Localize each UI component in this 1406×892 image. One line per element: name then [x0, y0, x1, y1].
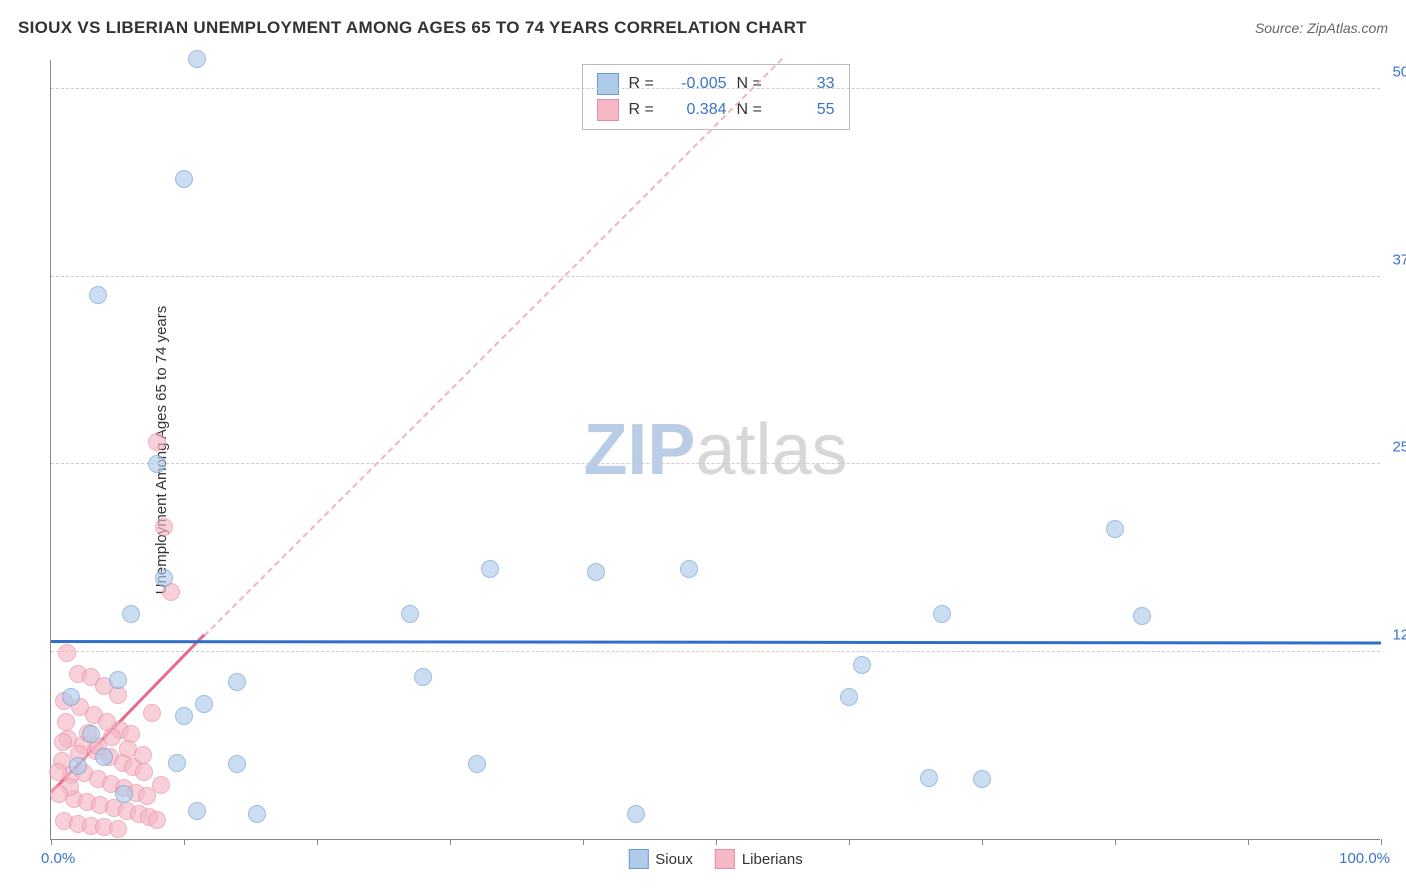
point-liberian [143, 704, 161, 722]
point-sioux [587, 563, 605, 581]
n-value-sioux: 33 [775, 75, 835, 93]
stats-row-sioux: R = -0.005 N = 33 [597, 71, 835, 97]
n-label: N = [737, 75, 765, 93]
chart-title: SIOUX VS LIBERIAN UNEMPLOYMENT AMONG AGE… [18, 18, 807, 38]
watermark: ZIPatlas [583, 409, 847, 491]
point-sioux [1133, 607, 1151, 625]
swatch-sioux [597, 73, 619, 95]
point-liberian [49, 763, 67, 781]
point-sioux [168, 754, 186, 772]
point-liberian [155, 518, 173, 536]
swatch-liberian [715, 849, 735, 869]
trend-line [51, 640, 1381, 645]
point-sioux [401, 605, 419, 623]
x-tick [184, 839, 185, 845]
legend-item-liberian: Liberians [715, 849, 803, 869]
stats-legend: R = -0.005 N = 33 R = 0.384 N = 55 [582, 64, 850, 130]
gridline [51, 651, 1380, 652]
point-sioux [414, 668, 432, 686]
point-sioux [195, 695, 213, 713]
x-tick [317, 839, 318, 845]
x-tick [450, 839, 451, 845]
point-sioux [920, 769, 938, 787]
point-sioux [69, 757, 87, 775]
point-sioux [115, 785, 133, 803]
point-sioux [82, 725, 100, 743]
legend-label-sioux: Sioux [655, 851, 693, 868]
point-liberian [50, 785, 68, 803]
x-tick [583, 839, 584, 845]
x-tick [716, 839, 717, 845]
gridline [51, 463, 1380, 464]
point-sioux [228, 755, 246, 773]
point-liberian [109, 820, 127, 838]
x-tick [849, 839, 850, 845]
r-label: R = [629, 75, 657, 93]
point-sioux [1106, 520, 1124, 538]
point-sioux [627, 805, 645, 823]
point-sioux [155, 569, 173, 587]
watermark-part-b: atlas [695, 410, 847, 490]
y-tick-label: 12.5% [1385, 626, 1406, 643]
stats-row-liberian: R = 0.384 N = 55 [597, 97, 835, 123]
x-axis-min-label: 0.0% [41, 850, 75, 867]
point-sioux [109, 671, 127, 689]
point-liberian [152, 776, 170, 794]
point-sioux [122, 605, 140, 623]
point-sioux [175, 170, 193, 188]
point-sioux [62, 688, 80, 706]
point-sioux [188, 50, 206, 68]
point-sioux [148, 455, 166, 473]
r-value-liberian: 0.384 [667, 101, 727, 119]
point-liberian [134, 746, 152, 764]
r-label: R = [629, 101, 657, 119]
point-sioux [680, 560, 698, 578]
y-tick-label: 37.5% [1385, 251, 1406, 268]
point-liberian [148, 433, 166, 451]
trend-line [203, 57, 783, 636]
swatch-sioux [628, 849, 648, 869]
source-label: Source: ZipAtlas.com [1255, 20, 1388, 36]
point-liberian [148, 811, 166, 829]
point-liberian [58, 644, 76, 662]
point-sioux [188, 802, 206, 820]
n-label: N = [737, 101, 765, 119]
x-tick [51, 839, 52, 845]
scatter-plot: Unemployment Among Ages 65 to 74 years Z… [50, 60, 1380, 840]
x-tick [982, 839, 983, 845]
point-sioux [468, 755, 486, 773]
title-bar: SIOUX VS LIBERIAN UNEMPLOYMENT AMONG AGE… [18, 18, 1388, 38]
point-sioux [248, 805, 266, 823]
x-tick [1248, 839, 1249, 845]
point-sioux [228, 673, 246, 691]
gridline [51, 276, 1380, 277]
point-sioux [973, 770, 991, 788]
r-value-sioux: -0.005 [667, 75, 727, 93]
series-legend: Sioux Liberians [628, 849, 802, 869]
point-sioux [853, 656, 871, 674]
point-liberian [135, 763, 153, 781]
point-liberian [103, 728, 121, 746]
x-tick [1381, 839, 1382, 845]
watermark-part-a: ZIP [583, 410, 695, 490]
x-axis-max-label: 100.0% [1339, 850, 1390, 867]
point-sioux [840, 688, 858, 706]
point-sioux [933, 605, 951, 623]
point-sioux [481, 560, 499, 578]
swatch-liberian [597, 99, 619, 121]
point-liberian [57, 713, 75, 731]
point-liberian [54, 733, 72, 751]
point-sioux [95, 748, 113, 766]
point-sioux [175, 707, 193, 725]
gridline [51, 88, 1380, 89]
y-tick-label: 50.0% [1385, 64, 1406, 81]
legend-label-liberian: Liberians [742, 851, 803, 868]
legend-item-sioux: Sioux [628, 849, 693, 869]
n-value-liberian: 55 [775, 101, 835, 119]
x-tick [1115, 839, 1116, 845]
point-sioux [89, 286, 107, 304]
y-tick-label: 25.0% [1385, 439, 1406, 456]
